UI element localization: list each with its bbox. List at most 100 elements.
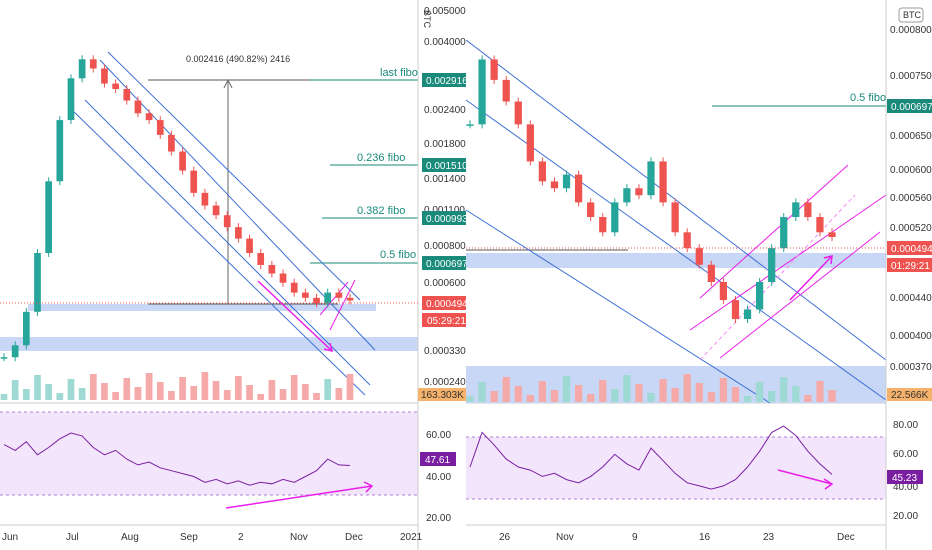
right-channel-2 (465, 99, 887, 401)
volume-bar (623, 375, 631, 402)
candle-body (34, 253, 41, 312)
volume-bar (671, 388, 679, 402)
candle-body (695, 248, 703, 265)
right-tick-2: 0.000650 (890, 131, 932, 142)
right-countdown-tag (887, 258, 932, 272)
right-fibo-tag-05-text: 0.000697 (891, 102, 932, 113)
volume-bar (89, 374, 97, 400)
left-volume-tag (418, 388, 466, 401)
volume-bar (123, 378, 131, 400)
volume-bar (45, 384, 52, 400)
candle-body (56, 120, 64, 182)
left-xtick-3: Sep (180, 532, 198, 543)
right-price-arrow (789, 255, 833, 301)
candle-body (0, 357, 8, 359)
right-volume-tag (887, 388, 932, 401)
volume-bar (112, 392, 119, 400)
candle-body (324, 292, 332, 304)
volume-bar (290, 375, 298, 400)
right-xtick-0: 26 (499, 532, 511, 543)
candle-body (212, 205, 220, 216)
right-channel-1 (465, 39, 887, 361)
volume-bar (792, 386, 800, 402)
candle-body (145, 113, 153, 121)
volume-bar (611, 389, 619, 402)
candle-body (768, 248, 776, 282)
candle-body (526, 124, 534, 162)
measure-arrowhead (223, 78, 233, 89)
right-tick-0: 0.000750 (890, 71, 932, 82)
candle-body (490, 59, 498, 80)
candle-body (599, 217, 607, 233)
volume-bar (647, 393, 655, 402)
left-fibo-tag-0236-text: 0.001510 (426, 161, 468, 172)
candle-body (78, 59, 86, 79)
candle-body (538, 161, 547, 182)
right-axis-label: BTC (903, 10, 922, 20)
left-price-tag-text: 0.000494 (426, 299, 468, 310)
candle-body (574, 174, 583, 203)
left-channel-2 (107, 51, 361, 301)
left-tick-9: 0.000240 (424, 377, 466, 388)
right-volume (466, 374, 836, 402)
volume-bar (695, 383, 703, 402)
candle-body (22, 311, 30, 346)
left-price-tag (422, 296, 466, 310)
volume-bar (599, 380, 607, 402)
candle-body (731, 300, 740, 320)
right-xtick-2: 9 (632, 532, 638, 543)
left-fibo-tag-0236 (422, 158, 466, 172)
right-price-tag-text: 0.000494 (891, 244, 932, 255)
left-tick-top: 0.005000 (424, 6, 466, 17)
right-fibo-tag-05 (887, 99, 932, 113)
left-fibo-tag-last-text: 0.002916 (426, 76, 468, 87)
left-fibo-tag-0382-text: 0.000993 (426, 214, 468, 225)
left-fibo-tag-05 (422, 256, 466, 270)
candle-body (804, 202, 812, 218)
volume-bar (279, 389, 287, 400)
left-tick-3: 0.001800 (424, 139, 466, 150)
right-rsi-tick-1: 60.00 (893, 449, 918, 460)
candle-body (816, 217, 824, 233)
volume-bar (0, 394, 8, 400)
volume-bar (635, 384, 643, 402)
volume-bar (804, 395, 812, 402)
volume-bar (22, 389, 30, 400)
right-tick-8: 0.000370 (890, 362, 932, 373)
volume-bar (719, 378, 728, 402)
candle-body (112, 83, 119, 89)
fibo-label-0382: 0.382 fibo (357, 205, 405, 217)
left-tick-6: 0.000800 (424, 241, 466, 252)
volume-bar (212, 381, 220, 400)
left-fibo-tag-0382 (422, 211, 466, 225)
right-rsi-tick-3: 20.00 (893, 511, 918, 522)
volume-bar (466, 396, 474, 402)
left-xtick-2: Aug (121, 532, 139, 543)
left-rsi-tag-text: 47.61 (425, 455, 450, 466)
right-channel-3 (465, 209, 771, 404)
left-tick-2: 0.002400 (424, 105, 466, 116)
left-panel: 0.002416 (490.82%) 2416 last fibo 0.236 … (0, 0, 468, 550)
candle-body (235, 227, 242, 239)
volume-bar (659, 379, 667, 402)
volume-bar (302, 384, 309, 400)
volume-bar (562, 376, 571, 402)
volume-bar (145, 373, 153, 400)
candle-body (156, 120, 164, 135)
fibo-label-05: 0.5 fibo (380, 249, 416, 261)
left-rsi-band (0, 412, 418, 495)
left-tick-4: 0.001400 (424, 174, 466, 185)
volume-bar (514, 386, 522, 402)
candle-body (11, 345, 19, 358)
candle-body (755, 281, 764, 310)
left-volume-text: 163.303K (421, 390, 464, 401)
volume-bar (324, 379, 332, 400)
volume-bar (550, 390, 559, 402)
candle-body (647, 161, 655, 196)
candle-body (780, 217, 788, 249)
right-candles (466, 55, 836, 324)
right-rsi-tick-0: 80.00 (893, 420, 918, 431)
candle-body (671, 202, 679, 233)
fibo-label-0236: 0.236 fibo (357, 152, 405, 164)
volume-bar (587, 394, 595, 402)
